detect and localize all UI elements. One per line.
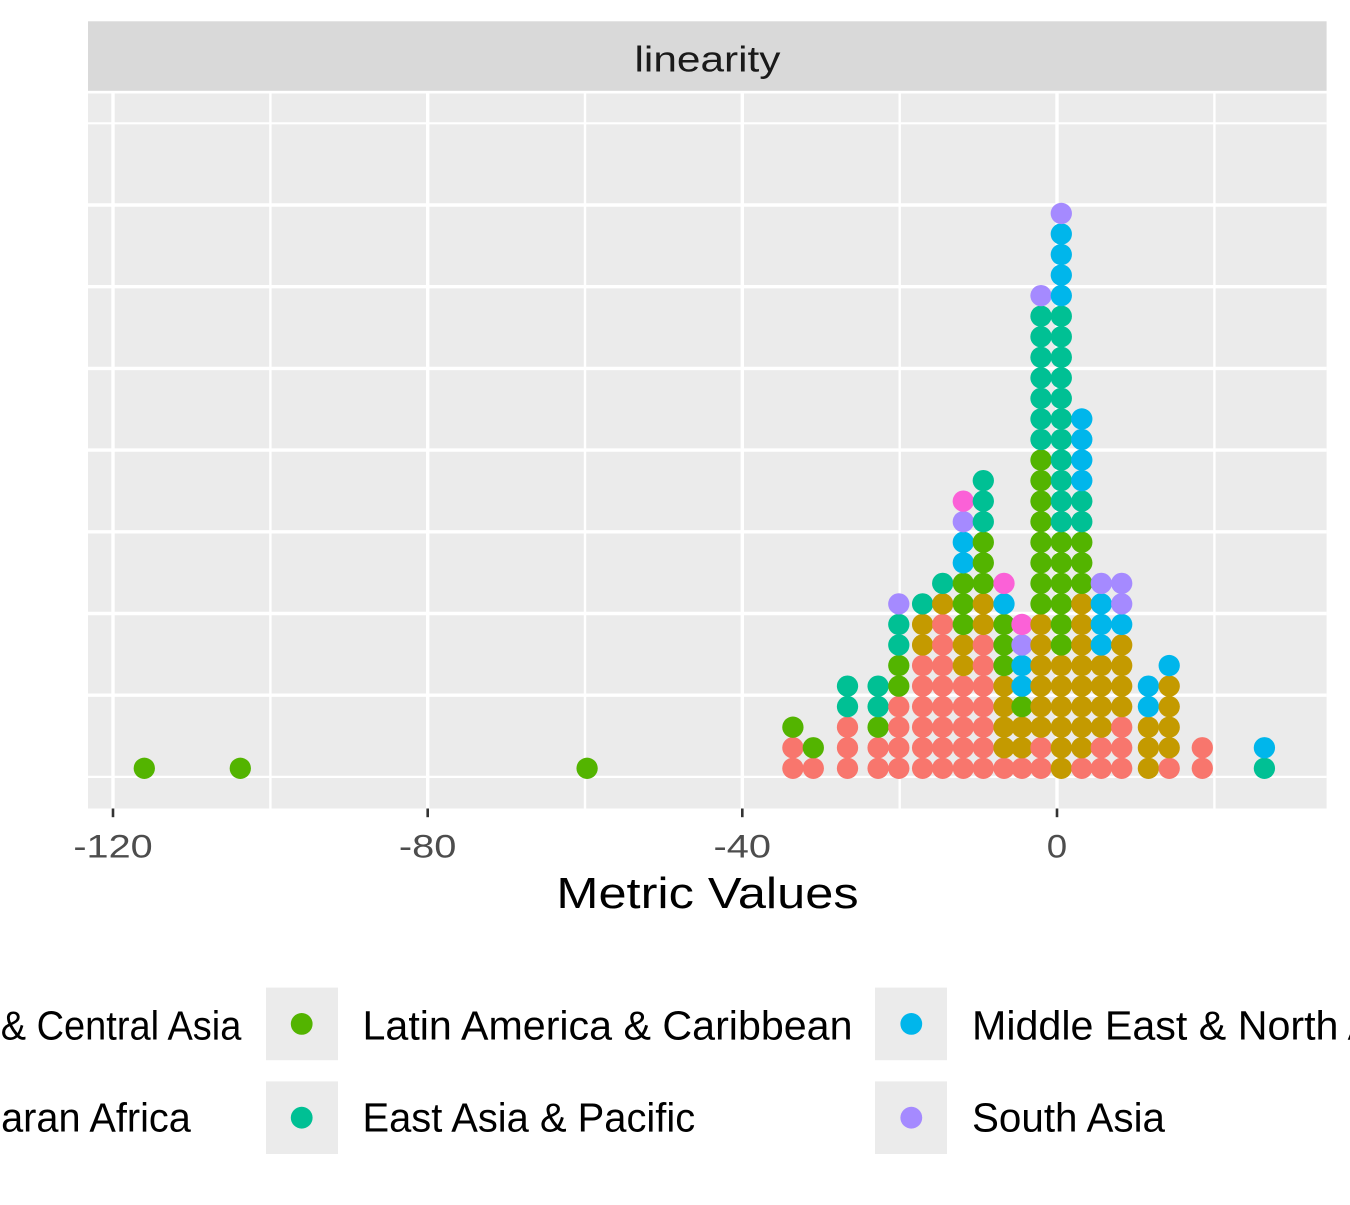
svg-text:-40: -40 bbox=[714, 829, 772, 865]
svg-text:East Asia & Pacific: East Asia & Pacific bbox=[363, 1095, 696, 1141]
svg-text:Middle East & North Africa: Middle East & North Africa bbox=[972, 1002, 1350, 1048]
svg-text:Latin America & Caribbean: Latin America & Caribbean bbox=[363, 1002, 853, 1048]
svg-text:Metric Values: Metric Values bbox=[556, 869, 858, 918]
svg-text:linearity: linearity bbox=[635, 39, 782, 80]
svg-text:-80: -80 bbox=[399, 829, 457, 865]
svg-text:Europe & Central Asia: Europe & Central Asia bbox=[0, 1002, 241, 1048]
svg-text:Sub-Saharan Africa: Sub-Saharan Africa bbox=[0, 1095, 191, 1141]
svg-text:South Asia: South Asia bbox=[972, 1095, 1165, 1141]
svg-text:0: 0 bbox=[1047, 829, 1067, 865]
svg-text:-120: -120 bbox=[73, 829, 152, 865]
